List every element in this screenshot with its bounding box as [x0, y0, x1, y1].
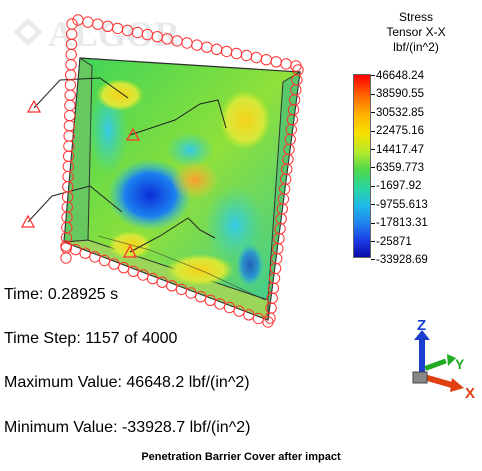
load-marker-triangle: [20, 214, 36, 228]
constraint-circle: [270, 56, 282, 68]
scale-tick: 6359.773: [371, 162, 424, 175]
constraint-circle: [211, 43, 223, 55]
constraint-circle: [64, 79, 77, 91]
constraint-circle: [201, 41, 213, 53]
legend-title-line: Stress: [398, 10, 433, 24]
constraint-circle: [280, 58, 292, 70]
legend-title-line: lbf/(in^2): [393, 40, 439, 54]
figure-caption: Penetration Barrier Cover after impact: [141, 451, 341, 463]
color-scale-bar: [353, 74, 371, 258]
axis-triad: Z Y X: [412, 317, 475, 402]
time-readout: Time: 0.28925 s: [4, 286, 119, 303]
constraint-circle: [240, 49, 253, 62]
constraint-circle: [260, 54, 272, 66]
scale-tick: -1697.92: [371, 180, 421, 193]
constraint-circle: [65, 69, 77, 81]
constraint-circle: [64, 99, 76, 112]
scale-tick: 30532.85: [371, 107, 424, 120]
constraint-circle: [63, 120, 76, 132]
scale-tick: -33928.69: [371, 254, 428, 267]
load-marker-triangle: [122, 244, 138, 258]
constraint-circle: [60, 252, 72, 264]
scale-tick: -9755.613: [371, 199, 428, 212]
scale-tick: 14417.47: [371, 144, 424, 157]
boundary-constraints: [60, 14, 304, 328]
time-step-readout: Time Step: 1157 of 4000: [4, 330, 178, 347]
scale-tick: 22475.16: [371, 125, 424, 138]
constraint-circle: [65, 58, 77, 71]
constraint-circle: [250, 51, 263, 64]
scale-tick: 46648.24: [371, 70, 424, 83]
constraint-circle: [233, 305, 245, 317]
constraint-circle: [220, 45, 233, 58]
constraint-circle: [262, 316, 274, 328]
axis-x-label: X: [465, 385, 475, 402]
scale-tick: -25871: [371, 236, 412, 249]
axis-z-label: Z: [417, 317, 426, 334]
axis-y-label: Y: [455, 356, 465, 372]
min-value-readout: Minimum Value: -33928.7 lbf/(in^2): [4, 419, 251, 436]
legend-title-line: Tensor X-X: [386, 25, 446, 39]
constraint-circle: [230, 47, 243, 60]
constraint-circle: [127, 265, 140, 277]
constraint-circle: [64, 109, 76, 122]
scale-tick: 38590.55: [371, 88, 424, 101]
legend-title: Stress Tensor X-X lbf/(in^2): [372, 10, 460, 55]
algor-watermark: ALGOR: [14, 14, 181, 54]
svg-text:ALGOR: ALGOR: [48, 14, 181, 54]
constraint-circle: [79, 247, 91, 259]
load-marker-triangle: [125, 127, 141, 141]
load-markers: [20, 99, 141, 258]
scale-tick: -17813.31: [371, 217, 428, 230]
constraint-circle: [191, 39, 203, 51]
load-marker-triangle: [26, 99, 42, 113]
constraint-circle: [64, 89, 76, 101]
max-value-readout: Maximum Value: 46648.2 lbf/(in^2): [4, 374, 250, 391]
constraint-circle: [181, 37, 193, 49]
barrier-plate: [27, 57, 301, 321]
constraint-circle: [185, 287, 197, 299]
